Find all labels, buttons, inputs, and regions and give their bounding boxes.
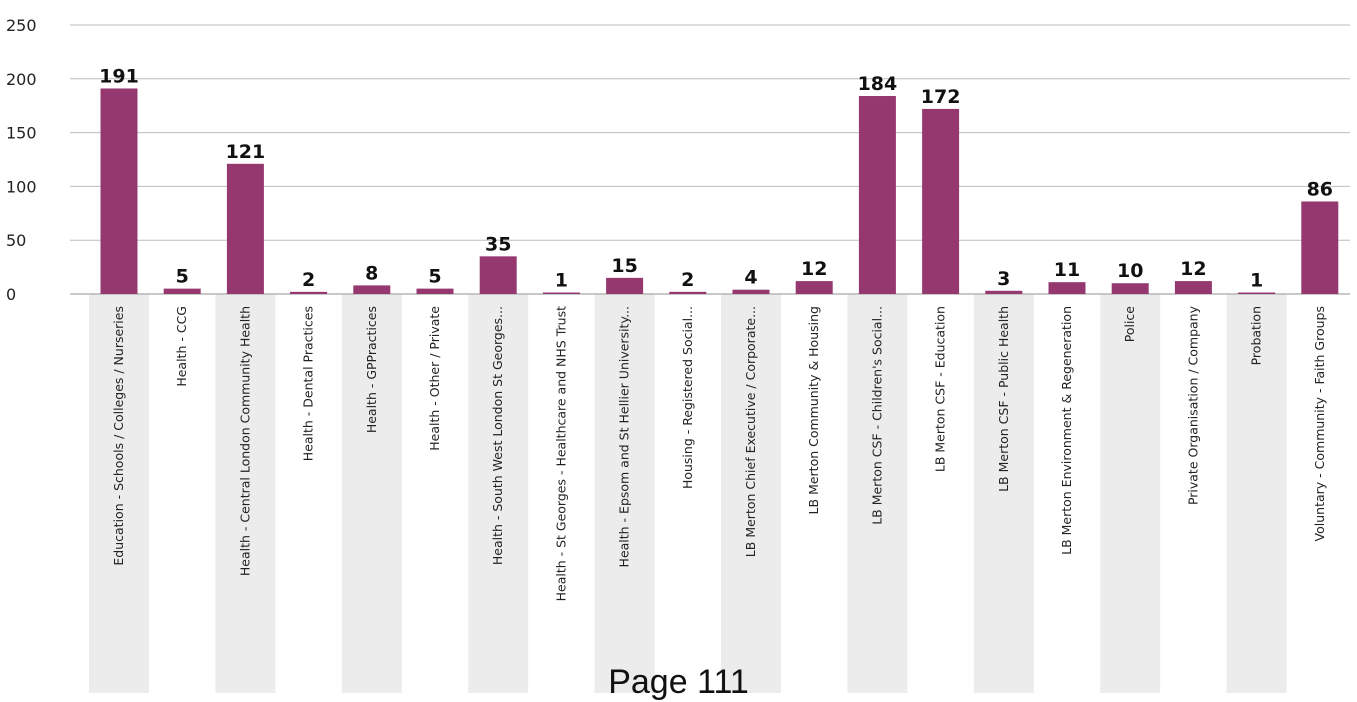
- bar: [1238, 292, 1276, 294]
- data-label: 12: [1180, 258, 1206, 280]
- y-tick-label: 150: [6, 124, 37, 143]
- data-label: 1: [1250, 270, 1263, 292]
- category-band: [341, 294, 402, 693]
- category-label: Health - GPPractices: [364, 306, 379, 433]
- category-label: Health - Epsom and St Hellier University…: [617, 306, 632, 567]
- category-band: [721, 294, 781, 693]
- data-label: 1: [555, 270, 568, 292]
- bar: [732, 289, 770, 294]
- data-label: 35: [485, 233, 511, 255]
- data-label: 5: [428, 266, 441, 288]
- y-tick-label: 0: [6, 285, 16, 304]
- bar: [290, 291, 328, 294]
- category-label: LB Merton CSF - Public Health: [996, 306, 1011, 492]
- bar: [606, 277, 644, 294]
- bar: [1048, 282, 1086, 294]
- category-band: [1100, 294, 1161, 693]
- bar: [353, 285, 391, 294]
- bar: [985, 290, 1023, 294]
- y-tick-label: 50: [6, 231, 26, 250]
- category-band: [215, 294, 276, 693]
- data-label: 184: [858, 73, 898, 95]
- category-label: LB Merton Chief Executive / Corporate...: [743, 306, 758, 557]
- category-label: Health - St Georges - Healthcare and NHS…: [553, 306, 568, 601]
- category-band: [89, 294, 149, 693]
- category-band: [973, 294, 1034, 693]
- bar: [1111, 283, 1149, 294]
- bar: [669, 291, 707, 294]
- category-label: Health - South West London St Georges...: [490, 306, 505, 565]
- category-label: Health - Dental Practices: [301, 306, 316, 461]
- data-label: 8: [365, 262, 378, 284]
- bar: [1301, 201, 1339, 294]
- category-band: [468, 294, 529, 693]
- category-band: [847, 294, 908, 693]
- y-tick-label: 250: [6, 16, 37, 35]
- category-label: Housing - Registered Social...: [680, 306, 695, 489]
- data-label: 12: [801, 258, 827, 280]
- bar: [163, 288, 201, 294]
- data-label: 2: [681, 269, 694, 291]
- category-label: Health - Other / Private: [427, 306, 442, 451]
- page-number-footer: Page 111: [608, 663, 749, 701]
- category-label: LB Merton CSF - Education: [933, 306, 948, 472]
- y-tick-label: 100: [6, 177, 37, 196]
- bar: [416, 288, 454, 294]
- category-band: [1226, 294, 1287, 693]
- data-label: 11: [1054, 259, 1080, 281]
- bar: [858, 96, 896, 295]
- bar: [1174, 281, 1212, 294]
- bar: [479, 256, 517, 294]
- data-label: 15: [611, 255, 637, 277]
- category-label: Voluntary - Community - Faith Groups: [1312, 306, 1327, 541]
- category-label: LB Merton Community & Housing: [806, 306, 821, 514]
- category-label: Health - Central London Community Health: [237, 306, 252, 576]
- data-label: 191: [99, 65, 139, 87]
- bar: [226, 163, 264, 294]
- category-label: Private Organisation / Company: [1185, 305, 1200, 505]
- category-label: Police: [1122, 306, 1137, 343]
- bar: [542, 292, 580, 294]
- data-label: 10: [1117, 260, 1143, 282]
- data-label: 4: [744, 267, 757, 289]
- category-band: [594, 294, 655, 693]
- data-label: 86: [1307, 178, 1333, 200]
- category-label: LB Merton Environment & Regeneration: [1059, 306, 1074, 555]
- data-label: 172: [921, 86, 961, 108]
- data-label: 2: [302, 269, 315, 291]
- bar: [795, 281, 833, 294]
- category-label: Probation: [1249, 306, 1264, 365]
- category-label: Education - Schools / Colleges / Nurseri…: [111, 306, 126, 566]
- category-label: Health - CCG: [174, 306, 189, 387]
- category-label: LB Merton CSF - Children's Social...: [869, 306, 884, 525]
- data-label: 5: [176, 266, 189, 288]
- data-label: 3: [997, 268, 1010, 290]
- y-tick-label: 200: [6, 70, 37, 89]
- bar: [922, 108, 960, 294]
- data-label: 121: [226, 141, 266, 163]
- bar: [100, 88, 138, 294]
